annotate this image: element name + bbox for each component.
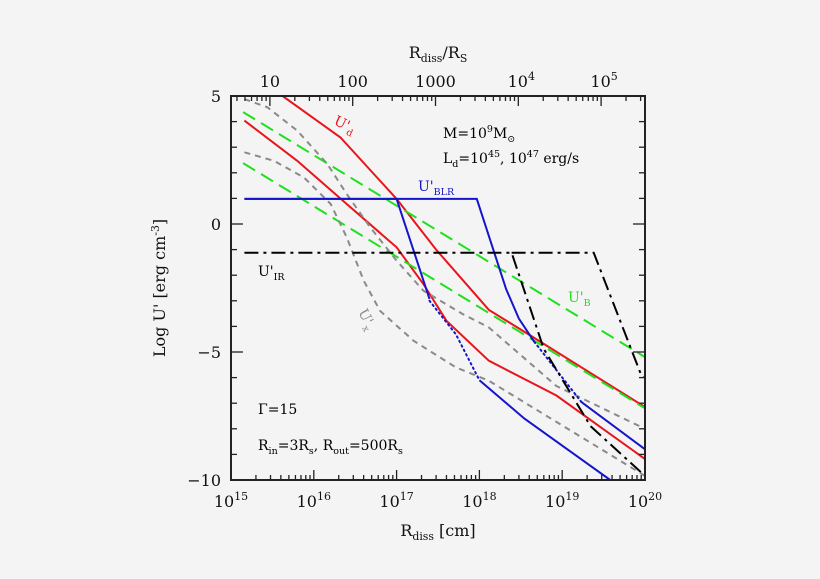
x-tick-label: 1019 [545, 490, 579, 511]
curve-u-b-low-seg0 [242, 162, 645, 410]
curve-u-ir-high-seg0 [511, 251, 645, 379]
label-ld-part: L [443, 151, 452, 167]
label-ld-part: , 10 [500, 151, 527, 167]
top-tick-label: 10 [260, 72, 280, 91]
top-axis-title-part: /R [442, 43, 460, 62]
label-mass-part: M=10 [443, 126, 487, 142]
curve-u-x-low-seg0 [244, 151, 645, 477]
y-tick-label: 0 [211, 215, 221, 234]
label-radii-part: =3R [278, 438, 310, 454]
label-ld: Ld=1045, 1047 erg/s [443, 149, 579, 170]
curve-u-blr-low-seg0 [244, 197, 431, 300]
axis-labels: 1015 1016 1017 1018 1019 1020 10 100 1000 104 105 5… [149, 43, 662, 543]
curve-u-blr-low-seg1 [428, 299, 481, 382]
label-u-x: U'x [352, 306, 379, 334]
top-tick-label: 105 [590, 70, 617, 91]
label-ld-part: d [452, 159, 458, 170]
y-tick-label: −10 [187, 471, 221, 490]
top-tick-label: 100 [337, 72, 368, 91]
curve-u-x-high-seg0 [244, 98, 645, 430]
y-axis-title-part: ] [150, 219, 169, 225]
label-radii-part: s [309, 446, 314, 457]
label-radii-part: in [269, 446, 278, 457]
y-tick-label: −5 [197, 343, 221, 362]
label-u-ir-part: IR [274, 272, 286, 283]
label-u-d: U'd [330, 113, 358, 139]
label-radii-part: out [333, 446, 349, 457]
label-ld-part: 47 [527, 149, 539, 160]
data-curves [242, 96, 645, 480]
plot-frame [230, 95, 646, 481]
label-u-blr-part: BLR [434, 187, 455, 198]
label-radii: Rin=3Rs, Rout=500Rs [258, 438, 403, 457]
label-u-x-part: U' [354, 306, 375, 327]
label-mass: M=109M⊙ [443, 124, 515, 145]
label-gamma-part: Γ=15 [258, 402, 297, 418]
top-tick-label: 104 [508, 70, 535, 91]
label-mass-part: M [493, 126, 507, 142]
curve-u-b-high-seg0 [242, 111, 645, 358]
top-tick-label: 1000 [415, 72, 456, 91]
label-radii-part: R [258, 438, 269, 454]
curve-u-d-low-seg0 [243, 119, 645, 460]
label-radii-part: s [398, 446, 403, 457]
y-axis-title-part: Log U' [erg cm [150, 236, 169, 357]
annotations: U'd M=109M⊙Ld=1045, 1047 erg/sU'BLRU'IRU'… [258, 113, 591, 457]
x-axis-title-part: R [400, 521, 413, 540]
label-ld-part: =10 [458, 151, 488, 167]
x-tick-label: 1017 [379, 490, 413, 511]
label-u-ir-part: U' [258, 264, 274, 280]
label-u-blr-part: U' [418, 179, 434, 195]
label-u-d-part: U' [331, 113, 352, 134]
axis-ticks [230, 95, 646, 481]
label-ld-part: 45 [488, 149, 500, 160]
top-axis-title-part: R [409, 43, 422, 62]
x-tick-label: 1018 [462, 490, 496, 511]
y-axis-title: Log U' [erg cm-3] [149, 219, 169, 357]
top-axis-title-part: diss [421, 52, 443, 65]
label-u-b-part: B [584, 298, 591, 309]
curve-u-blr-high-seg0 [244, 197, 536, 343]
label-u-b-part: U' [568, 290, 584, 306]
top-axis-title-part: S [460, 52, 467, 65]
label-radii-part: =500R [349, 438, 398, 454]
label-u-blr: U'BLR [418, 179, 455, 198]
x-axis-title-part: diss [412, 530, 434, 543]
label-u-d-part: d [344, 127, 354, 140]
x-tick-label: 1015 [214, 490, 248, 511]
curve-u-blr-high-seg2 [580, 401, 645, 451]
x-tick-label: 1020 [628, 490, 662, 511]
label-mass-part: ⊙ [507, 134, 515, 145]
y-axis-title-part: -3 [149, 225, 162, 236]
label-u-b: U'B [568, 290, 591, 309]
label-radii-part: , R [314, 438, 334, 454]
curve-u-d-high-seg0 [282, 96, 645, 408]
label-u-x-part: x [359, 324, 372, 334]
label-gamma: Γ=15 [258, 402, 297, 418]
label-u-ir: U'IR [258, 264, 285, 283]
top-axis-title: Rdiss/RS [409, 43, 468, 65]
label-ld-part: erg/s [539, 151, 579, 167]
curve-u-blr-low-seg2 [478, 379, 611, 480]
y-tick-label: 5 [211, 87, 221, 106]
x-axis-title: Rdiss [cm] [400, 521, 475, 543]
label-mass-part: 9 [487, 124, 493, 135]
x-tick-label: 1016 [297, 490, 331, 511]
x-axis-title-part: [cm] [434, 521, 476, 540]
